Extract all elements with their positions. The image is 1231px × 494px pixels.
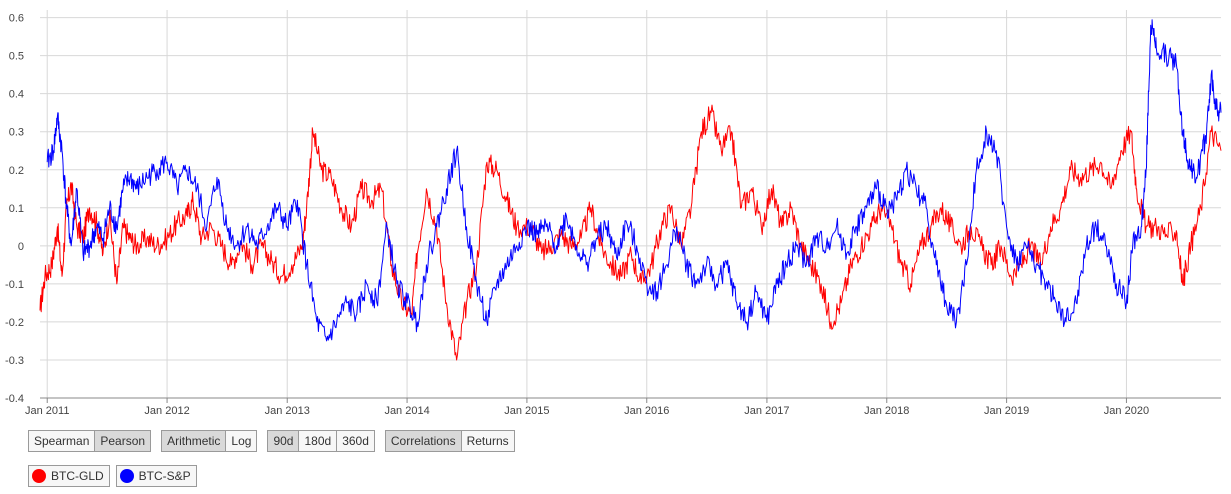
x-tick-label: Jan 2017 [744,405,789,417]
x-tick-label: Jan 2019 [984,405,1029,417]
window-toggle: 90d 180d 360d [267,430,375,452]
x-tick-label: Jan 2011 [25,405,69,417]
y-tick-label: -0.2 [5,317,24,329]
legend: BTC-GLD BTC-S&P [28,465,203,487]
returns-button[interactable]: Returns [461,431,514,451]
legend-item-btc-sp[interactable]: BTC-S&P [115,465,197,487]
360d-button[interactable]: 360d [337,431,374,451]
x-tick-label: Jan 2012 [144,405,189,417]
spearman-button[interactable]: Spearman [29,431,96,451]
series-layer [39,19,1222,361]
view-toggle: Correlations Returns [384,430,515,452]
x-tick-label: Jan 2020 [1104,405,1149,417]
legend-item-btc-gld[interactable]: BTC-GLD [28,465,110,487]
series-line-btc-sp [46,19,1222,342]
log-button[interactable]: Log [226,431,257,451]
y-tick-label: 0.5 [9,51,24,63]
correlation-chart: -0.4 -0.3 -0.2 -0.1 0 0.1 0.2 0.3 0.4 0.5 0.6 Jan 2… [5,10,1222,417]
arithmetic-button[interactable]: Arithmetic [162,431,227,451]
x-tick-label: Jan 2016 [624,405,669,417]
y-tick-label: 0.4 [9,89,24,101]
y-tick-label: 0.2 [9,165,24,177]
control-bar: Spearman Pearson Arithmetic Log 90d 180d… [28,430,525,452]
y-tick-label: -0.1 [5,279,24,291]
blue-dot-icon [119,469,134,483]
x-tick-label: Jan 2013 [265,405,310,417]
y-tick-label: 0.1 [9,203,24,215]
correlations-button[interactable]: Correlations [385,431,462,451]
legend-label-btc-gld: BTC-GLD [51,469,104,483]
y-tick-label: -0.3 [5,355,24,367]
y-tick-label: 0 [18,241,24,253]
axes: -0.4 -0.3 -0.2 -0.1 0 0.1 0.2 0.3 0.4 0.5 0.6 Jan 2… [5,13,1221,417]
y-tick-label: 0.3 [9,127,24,139]
x-tick-label: Jan 2014 [384,405,429,417]
x-tick-label: Jan 2015 [504,405,549,417]
y-tick-label: -0.4 [5,393,24,405]
90d-button[interactable]: 90d [268,431,300,451]
legend-label-btc-sp: BTC-S&P [138,469,191,483]
y-tick-label: 0.6 [9,13,24,25]
grid [40,10,1221,399]
red-dot-icon [32,469,46,483]
x-tick-label: Jan 2018 [864,405,909,417]
pearson-button[interactable]: Pearson [95,431,151,451]
scale-toggle: Arithmetic Log [161,430,258,452]
method-toggle: Spearman Pearson [28,430,152,452]
180d-button[interactable]: 180d [299,431,338,451]
